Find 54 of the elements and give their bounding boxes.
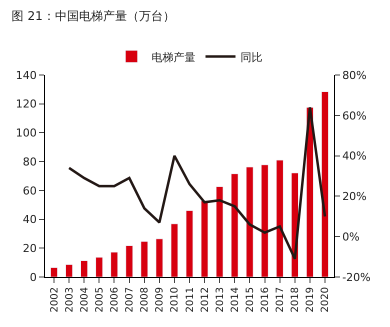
y-tick-label: 20 — [22, 242, 37, 255]
y2-tick-label: 20% — [342, 190, 367, 204]
bar — [231, 174, 238, 277]
y-tick-label: 80 — [22, 155, 37, 168]
x-tick-label: 2006 — [109, 287, 120, 312]
line-series — [68, 106, 326, 260]
x-tick-label: 2002 — [49, 287, 60, 312]
x-tick-label: 2020 — [320, 287, 332, 312]
legend-label: 同比 — [240, 50, 262, 64]
x-tick-label: 2012 — [200, 287, 211, 312]
x-tick-label: 2013 — [214, 287, 226, 312]
x-tick-label: 2009 — [154, 287, 166, 312]
bar — [50, 267, 58, 277]
x-tick-label: 2003 — [64, 287, 76, 312]
x-tick-label: 2015 — [244, 287, 256, 312]
x-tick-label: 2008 — [140, 287, 151, 312]
chart-title: 图 21：中国电梯产量（万台） — [12, 8, 175, 23]
bar — [80, 260, 88, 277]
x-tick-label: 2019 — [305, 287, 316, 312]
y-tick-label: 120 — [16, 98, 37, 111]
bar — [200, 200, 208, 277]
x-tick-label: 2010 — [170, 287, 181, 312]
x-tick-label: 2005 — [94, 287, 106, 312]
bar — [65, 264, 73, 277]
bar — [96, 257, 103, 277]
bar — [246, 166, 254, 277]
bar — [261, 164, 268, 277]
bar — [216, 186, 224, 277]
bar — [186, 210, 194, 277]
y2-tick-label: 60% — [342, 109, 367, 122]
y-tick-label: 60 — [22, 184, 37, 198]
bar — [140, 241, 148, 277]
y-tick-label: 140 — [16, 68, 37, 82]
x-tick-label: 2018 — [290, 287, 302, 312]
y2-tick-label: 40% — [342, 150, 367, 163]
bar — [126, 245, 133, 277]
bar — [276, 160, 284, 277]
legend-label: 电梯产量 — [152, 50, 196, 64]
bar — [170, 224, 178, 277]
y2-tick-label: 80% — [342, 68, 367, 82]
bar — [110, 252, 118, 277]
y-tick-label: 100 — [16, 126, 37, 140]
x-tick-label: 2007 — [124, 287, 136, 312]
bar — [321, 91, 329, 277]
y-tick-label: 40 — [22, 213, 37, 226]
bar — [156, 238, 164, 277]
x-tick-label: 2004 — [79, 287, 90, 312]
x-tick-label: 2016 — [260, 287, 272, 312]
y-tick-label: 0 — [30, 270, 37, 284]
x-tick-label: 2017 — [275, 287, 286, 312]
x-tick-label: 2014 — [230, 287, 241, 312]
y2-tick-label: -20% — [342, 270, 371, 284]
y2-tick-label: 0% — [342, 230, 360, 244]
x-tick-label: 2011 — [184, 287, 196, 312]
